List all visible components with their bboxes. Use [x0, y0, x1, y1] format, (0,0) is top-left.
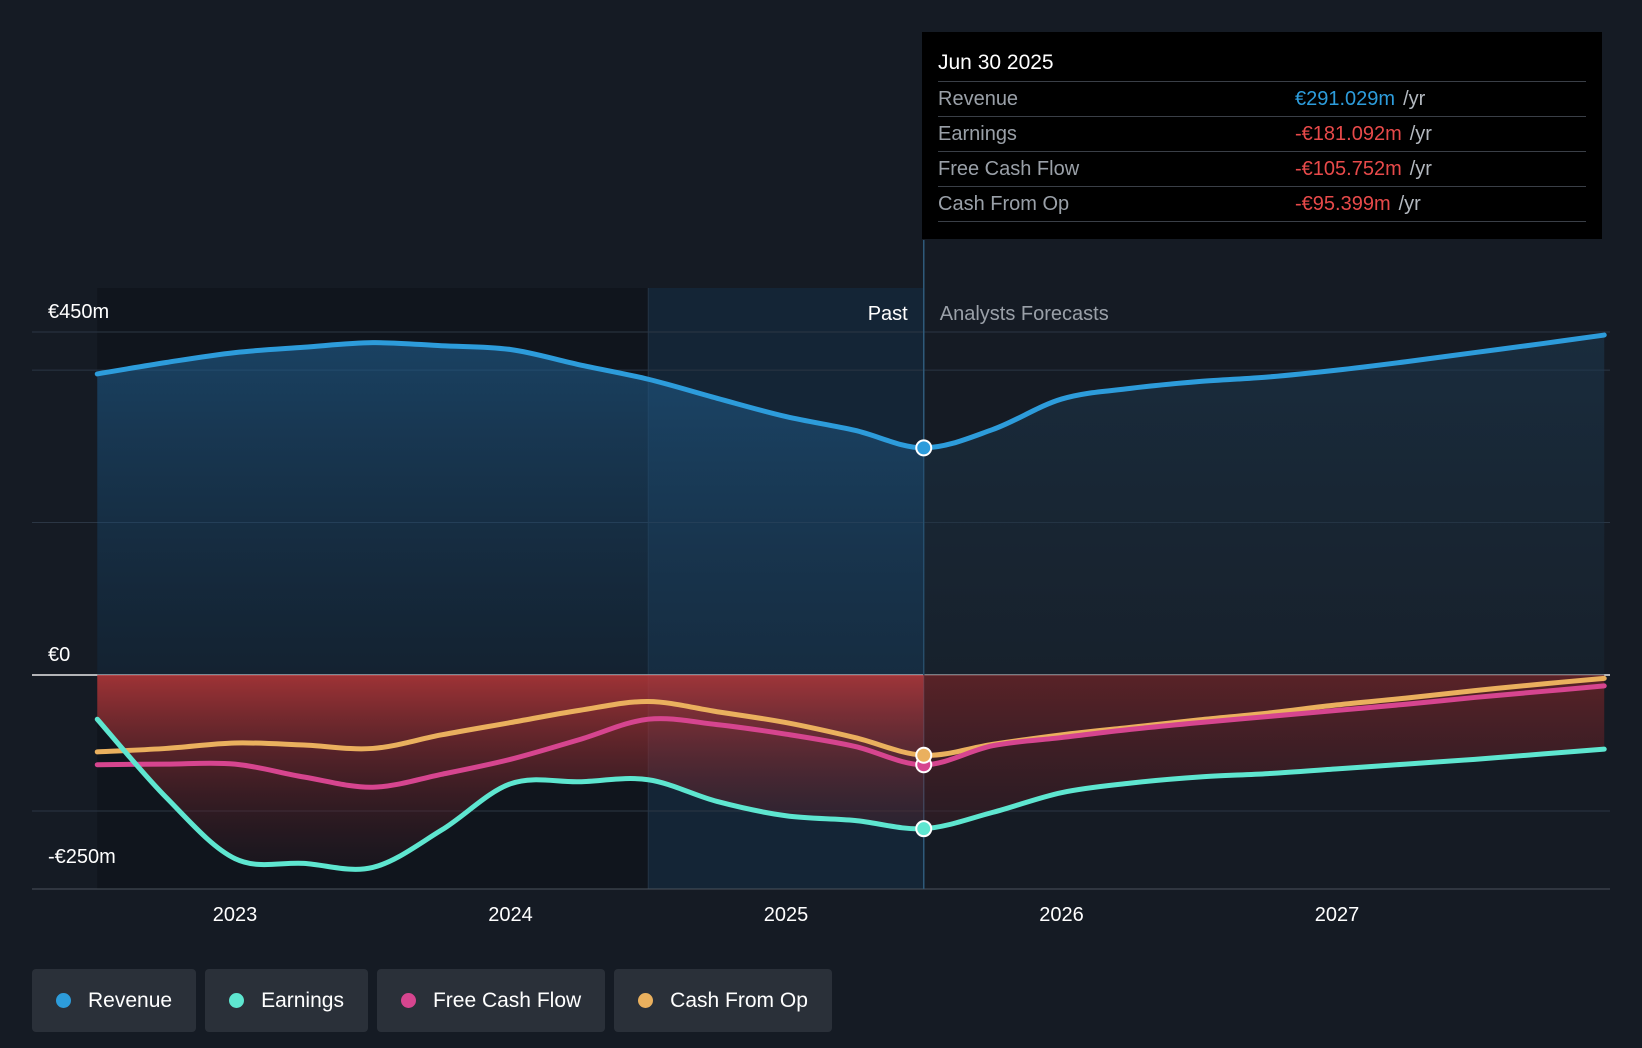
revenue-area-past: [97, 342, 924, 675]
legend-label: Revenue: [88, 988, 173, 1012]
legend-label: Cash From Op: [670, 988, 808, 1012]
series-line-cash-from-op: [94, 675, 1607, 758]
tooltip-row-free-cash-flow: Free Cash Flow -€105.752m /yr: [938, 152, 1586, 187]
forecast-label: Analysts Forecasts: [940, 303, 1109, 325]
tooltip-value: -€95.399m: [1295, 193, 1391, 215]
tooltip-label: Free Cash Flow: [938, 158, 1080, 180]
tooltip-row-earnings: Earnings -€181.092m /yr: [938, 117, 1586, 152]
tooltip-unit: /yr: [1409, 123, 1432, 145]
x-tick-label: 2025: [764, 904, 809, 926]
legend-label: Free Cash Flow: [432, 988, 582, 1012]
legend-item-cash-from-op[interactable]: Cash From Op: [614, 969, 832, 1032]
tooltip: Jun 30 2025 Revenue €291.029m /yr Earnin…: [922, 32, 1602, 239]
tooltip-value: €291.029m: [1295, 88, 1396, 110]
tooltip-unit: /yr: [1409, 158, 1432, 180]
x-tick-label: 2023: [213, 904, 258, 926]
tooltip-label: Cash From Op: [938, 193, 1070, 215]
series-line-earnings: [94, 716, 1607, 872]
negative-area-forecast: [923, 675, 1605, 829]
tooltip-row-revenue: Revenue €291.029m /yr: [938, 82, 1586, 117]
tooltip-label: Earnings: [938, 123, 1017, 145]
y-tick-label: €0: [48, 644, 70, 666]
marker-revenue: [915, 439, 933, 457]
series-line-revenue: [94, 332, 1607, 451]
legend: Revenue Earnings Free Cash Flow Cash Fro…: [32, 969, 832, 1032]
series-line-free-cash-flow: [94, 683, 1607, 790]
legend-dot-icon: [400, 993, 416, 1008]
tooltip-value: -€181.092m: [1295, 123, 1402, 145]
tooltip-unit: /yr: [1398, 193, 1421, 215]
y-tick-label: €450m: [48, 301, 109, 323]
legend-item-earnings[interactable]: Earnings: [205, 969, 368, 1032]
legend-label: Earnings: [261, 988, 344, 1012]
tooltip-label: Revenue: [938, 88, 1019, 110]
marker-cash-from-op: [915, 746, 933, 764]
x-tick-label: 2027: [1315, 904, 1360, 926]
y-tick-label: -€250m: [48, 846, 116, 868]
legend-dot-icon: [56, 993, 71, 1008]
marker-earnings: [915, 820, 933, 838]
chart-canvas: €450m €0 -€250m 2023 2024 2025 2026 2027 Past Ana…: [32, 240, 1610, 926]
legend-item-free-cash-flow[interactable]: Free Cash Flow: [376, 969, 606, 1032]
tooltip-row-cash-from-op: Cash From Op -€95.399m /yr: [938, 187, 1586, 222]
legend-item-revenue[interactable]: Revenue: [32, 969, 197, 1032]
x-tick-label: 2024: [488, 904, 533, 926]
tooltip-unit: /yr: [1403, 88, 1426, 110]
legend-dot-icon: [638, 993, 654, 1008]
tooltip-value: -€105.752m: [1295, 158, 1402, 180]
tooltip-date: Jun 30 2025: [938, 46, 1586, 82]
legend-dot-icon: [229, 993, 245, 1008]
revenue-area-forecast: [923, 335, 1605, 675]
x-tick-label: 2026: [1039, 904, 1084, 926]
past-label: Past: [868, 303, 908, 325]
